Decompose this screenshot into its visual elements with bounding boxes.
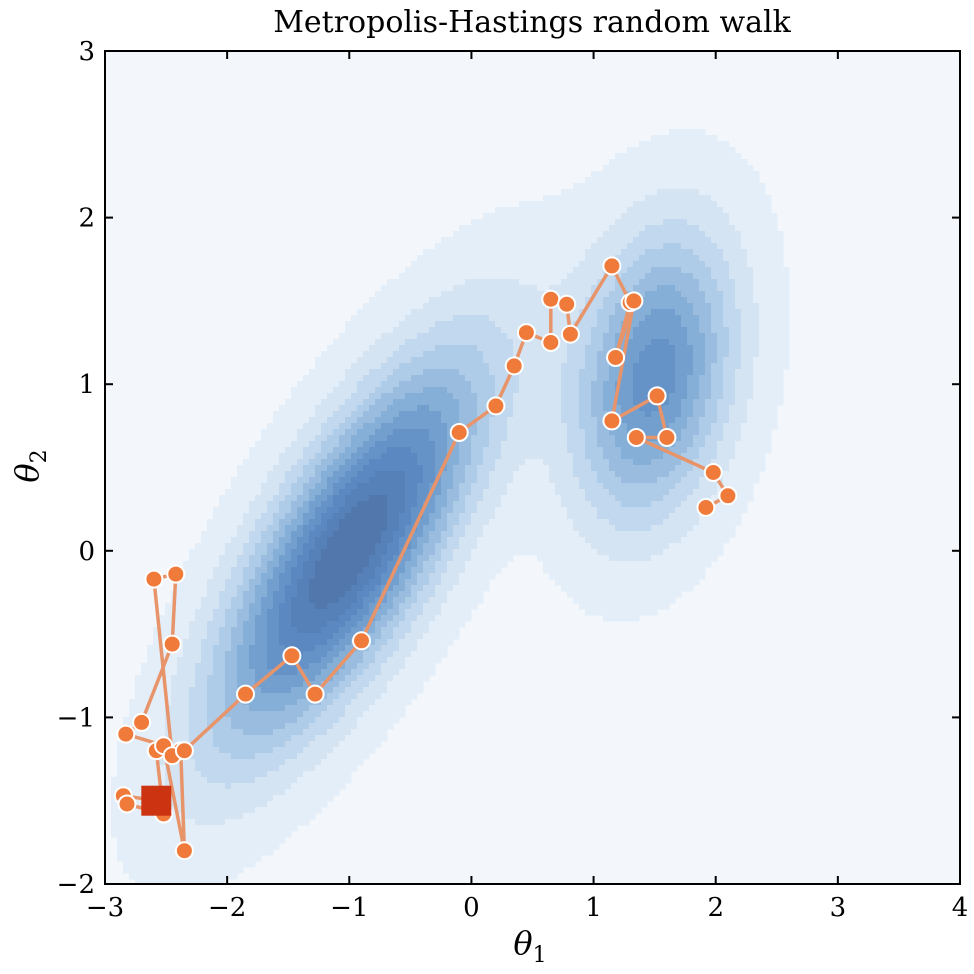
sample-point [117,794,137,814]
y-axis-label: θ2 [8,449,52,482]
sample-point [352,631,371,651]
sample-point [624,291,644,311]
sample-point [174,741,194,761]
x-tick-label: 2 [707,893,724,923]
y-tick-label: 3 [78,37,95,67]
x-tick-label: 4 [952,893,969,923]
y-axis-label-subscript: 2 [27,449,52,463]
y-tick-label: −1 [57,703,95,733]
y-tick-label: 1 [78,370,95,400]
walk-line [121,264,730,853]
x-axis-label-subscript: 1 [533,943,547,968]
sample-point [174,841,194,861]
sample-point [504,356,524,376]
sample-point [657,428,677,447]
sample-point [560,324,580,344]
y-axis: −2 −1 0 1 2 3 [57,37,960,900]
x-axis-label-symbol: θ [513,924,532,962]
sample-point [626,428,646,447]
sample-point [703,463,723,482]
x-tick-label: −3 [86,893,124,923]
sample-point [606,348,626,367]
x-tick-label: 3 [830,893,847,923]
y-tick-label: 2 [78,204,95,234]
plot-frame [104,50,961,885]
x-tick-label: −2 [208,893,246,923]
x-tick-label: −1 [330,893,368,923]
sample-point [696,498,716,517]
x-tick-label: 1 [585,893,602,923]
sample-point [541,289,561,309]
sample-markers [113,256,738,861]
sample-point [166,564,186,584]
sample-point [718,486,738,506]
random-walk-path [121,264,730,853]
sample-point [449,423,469,442]
y-tick-label: 0 [78,537,95,567]
y-tick-label: −2 [57,870,95,900]
plot-area [104,50,961,885]
sample-point [282,646,302,666]
chart-title: Metropolis-Hastings random walk [273,5,791,40]
y-axis-label-symbol: θ [8,463,46,482]
x-tick-label: 0 [463,893,480,923]
sample-point [236,684,255,704]
sample-point [116,724,136,744]
sample-point [516,323,536,343]
sample-point [132,712,152,732]
sample-point [602,411,622,431]
x-axis-label: θ1 [513,924,546,968]
sample-point [557,294,577,314]
sample-point [647,386,667,406]
sample-point [486,396,506,416]
density-contours [111,129,790,884]
sample-point [144,569,164,589]
start-point [141,785,172,816]
sample-point [541,333,561,352]
sample-point [162,634,182,654]
sample-point [305,684,325,704]
sample-point [602,256,622,276]
x-axis: −3 −2 −1 0 1 2 3 4 [86,51,968,923]
